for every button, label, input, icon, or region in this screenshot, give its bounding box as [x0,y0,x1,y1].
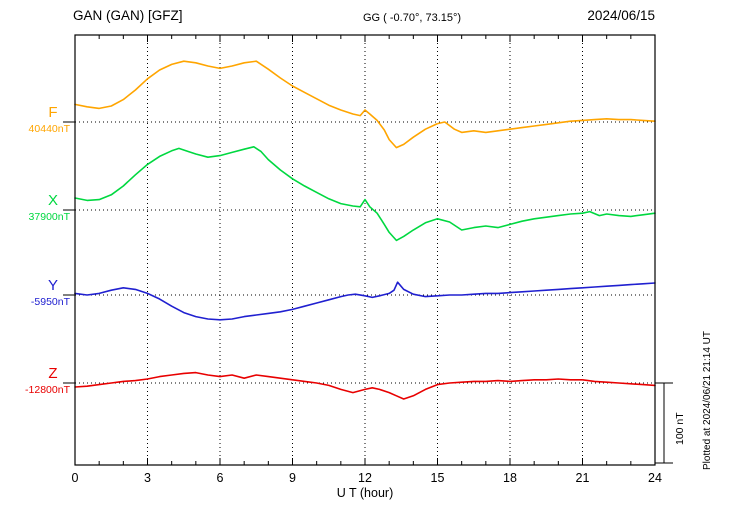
plot-date: 2024/06/15 [587,8,655,23]
plot-frame [74,34,656,466]
series-label-F: F [48,104,58,121]
series-label-Y: Y [47,277,58,294]
x-tick-label: 24 [648,471,662,485]
scale-bar-label: 100 nT [674,412,686,445]
x-tick-label: 15 [431,471,445,485]
baseline-value-Z: -12800nT [25,384,70,396]
station-title: GAN (GAN) [GFZ] [73,8,183,23]
baseline-value-Y: -5950nT [30,296,70,308]
series-label-Z: Z [48,365,58,382]
baseline-value-F: 40440nT [28,123,70,135]
x-tick-label: 3 [144,471,151,485]
trace-F [74,60,656,149]
series-label-X: X [47,192,58,209]
x-tick-label: 12 [358,471,372,485]
plotted-at-note: Plotted at 2024/06/21 21:14 UT [702,331,713,470]
x-tick-label: 6 [217,471,224,485]
trace-Z [74,371,656,400]
x-tick-label: 9 [289,471,296,485]
baseline-value-X: 37900nT [28,211,70,223]
x-tick-label: 0 [72,471,79,485]
trace-X [74,146,656,242]
x-tick-label: 18 [503,471,517,485]
x-axis-title: U T (hour) [336,486,394,500]
trace-Y [74,281,656,321]
geo-coordinates: GG ( -0.70°, 73.15°) [363,12,462,24]
x-tick-label: 21 [576,471,590,485]
